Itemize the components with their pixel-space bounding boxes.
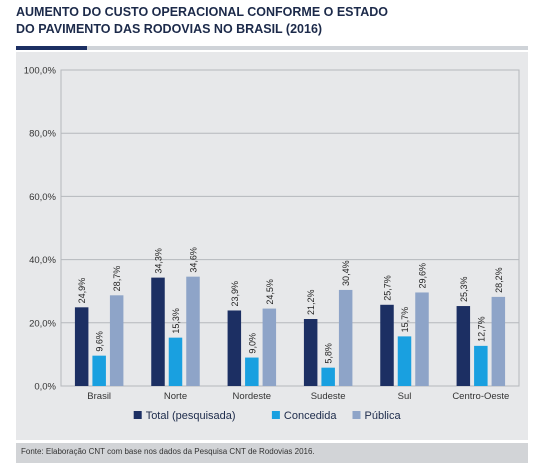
bar <box>186 276 200 386</box>
title-line-2: DO PAVIMENTO DAS RODOVIAS NO BRASIL (201… <box>16 22 323 36</box>
source-footer: Fonte: Elaboração CNT com base nos dados… <box>16 443 528 463</box>
bar <box>74 307 89 386</box>
data-label: 24,9% <box>77 278 87 304</box>
plot-frame <box>60 69 520 387</box>
data-label: 34,6% <box>189 247 199 273</box>
data-label: 23,9% <box>230 281 240 307</box>
data-label: 25,3% <box>459 277 469 303</box>
bar <box>109 295 124 386</box>
title-rule <box>16 46 528 50</box>
x-tick-label: Brasil <box>87 391 111 402</box>
y-tick-label: 60,0% <box>29 192 56 203</box>
bar <box>168 337 183 386</box>
bar <box>380 304 394 386</box>
source-note: Fonte: Elaboração CNT com base nos dados… <box>21 447 315 456</box>
data-label: 25,7% <box>383 275 393 301</box>
bar <box>456 306 471 386</box>
data-label: 15,7% <box>400 307 410 333</box>
data-label: 15,3% <box>171 308 181 334</box>
x-tick-label: Nordeste <box>233 391 272 402</box>
x-tick-label: Norte <box>164 391 187 402</box>
legend-swatch <box>133 411 142 419</box>
data-label: 28,7% <box>112 266 122 292</box>
bar <box>415 292 429 386</box>
y-tick-label: 80,0% <box>29 129 56 140</box>
data-label: 29,6% <box>418 263 428 289</box>
chart-title: AUMENTO DO CUSTO OPERACIONAL CONFORME O … <box>16 4 526 38</box>
data-label: 30,4% <box>341 260 351 286</box>
bar <box>92 355 106 386</box>
bar-chart: 0,0% 20,0% 40,0% 60,0% 80,0% 100,0% 24,9% 9,6% 2… <box>24 66 520 422</box>
y-tick-label: 40,0% <box>29 255 56 266</box>
bar <box>491 296 506 386</box>
bar <box>245 357 259 386</box>
legend-label: Pública <box>365 410 402 422</box>
data-label: 24,5% <box>265 279 275 305</box>
data-label: 9,0% <box>247 333 257 354</box>
x-tick-label: Sudeste <box>311 391 346 402</box>
bar <box>397 336 412 386</box>
x-tick-label: Centro-Oeste <box>452 391 509 402</box>
bar <box>321 367 335 386</box>
plot-area: 0,0% 20,0% 40,0% 60,0% 80,0% 100,0% 24,9% 9,6% 2… <box>24 66 520 422</box>
bar <box>338 289 353 386</box>
legend-label: Total (pesquisada) <box>146 410 236 422</box>
bar <box>303 319 318 386</box>
data-label: 21,2% <box>306 289 316 315</box>
data-label: 5,8% <box>324 343 334 364</box>
y-tick-label: 0,0% <box>34 382 56 393</box>
legend-swatch <box>271 411 280 419</box>
data-label: 12,7% <box>476 316 486 342</box>
y-tick-label: 100,0% <box>24 66 57 77</box>
y-tick-label: 20,0% <box>29 318 56 329</box>
bar <box>262 308 277 386</box>
chart-panel: 0,0% 20,0% 40,0% 60,0% 80,0% 100,0% 24,9% 9,6% 2… <box>16 52 528 440</box>
data-label: 34,3% <box>154 248 164 274</box>
title-rule-accent <box>16 46 87 50</box>
bar <box>227 310 242 386</box>
data-label: 28,2% <box>494 267 504 293</box>
legend-label: Concedida <box>284 410 337 422</box>
bar <box>151 277 165 386</box>
data-label: 9,6% <box>95 331 105 352</box>
bar <box>474 345 488 386</box>
x-tick-label: Sul <box>398 391 412 402</box>
legend-swatch <box>352 411 361 419</box>
title-line-1: AUMENTO DO CUSTO OPERACIONAL CONFORME O … <box>16 5 389 19</box>
